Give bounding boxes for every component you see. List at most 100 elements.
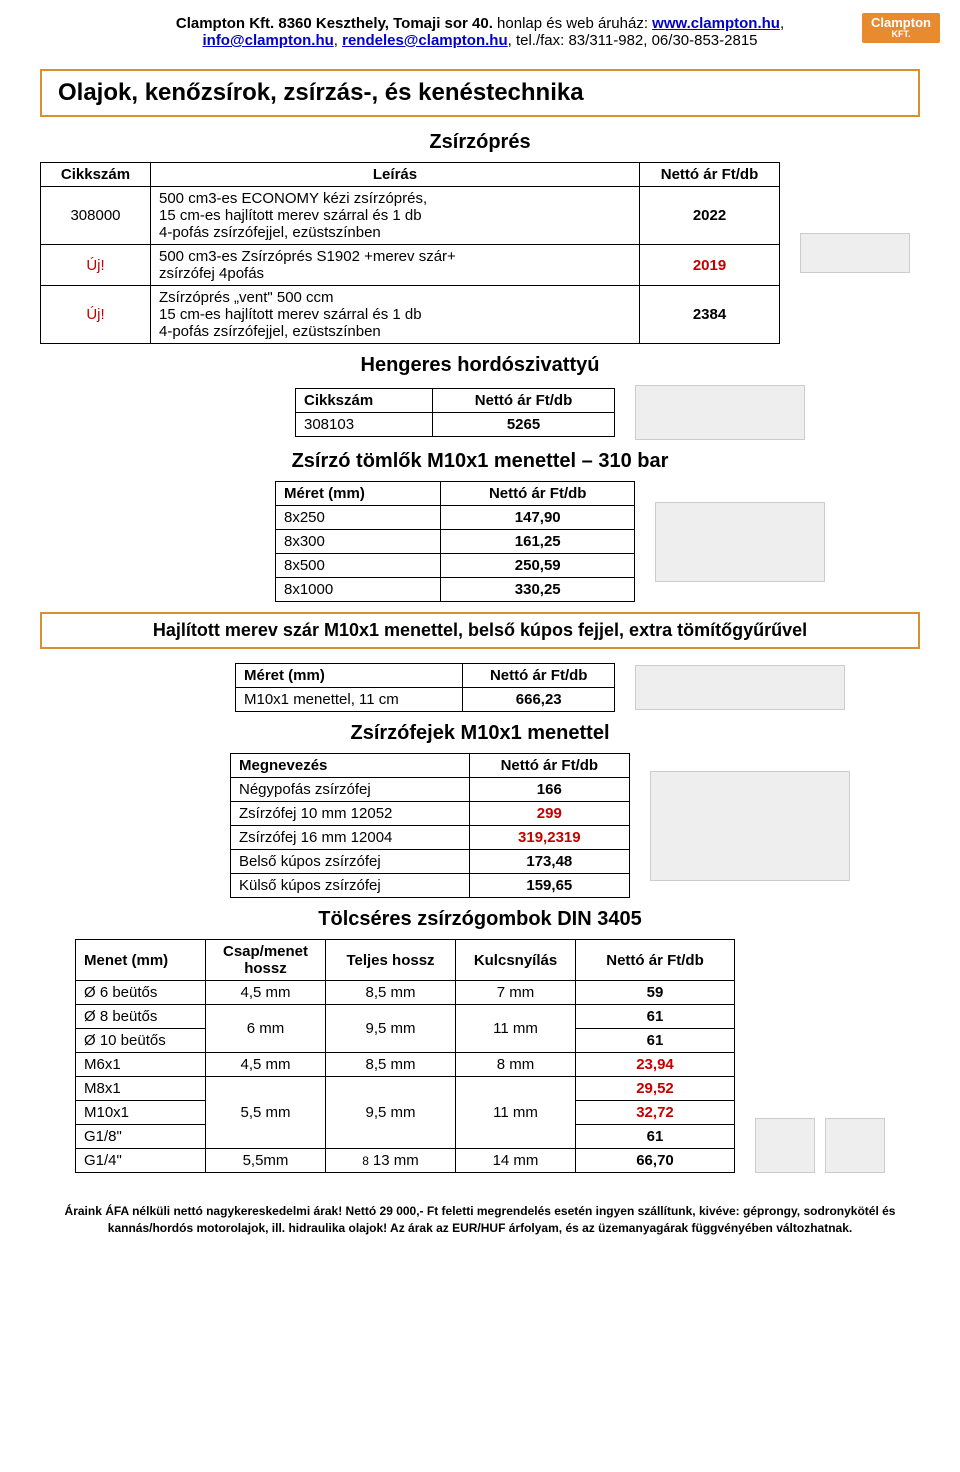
header-tel: , tel./fax: 83/311-982, 06/30-853-2815 [508,32,758,49]
table-row: Ø 6 beütős4,5 mm8,5 mm7 mm59 [76,981,735,1005]
cell-cikkszam: 308000 [41,187,151,245]
zsirzofejek-h1: Megnevezés [231,754,470,778]
cell-kulcs: 11 mm [456,1077,576,1149]
cell-price: 147,90 [441,506,635,530]
hajlitott-h2: Nettó ár Ft/db [463,664,615,688]
table-row: Belső kúpos zsírzófej173,48 [231,850,630,874]
tomlok-h1: Méret (mm) [276,482,441,506]
header-email2[interactable]: rendeles@clampton.hu [342,32,508,49]
tolcseres-h2: Csap/menet hossz [206,940,326,981]
footer-line1: Áraink ÁFA nélküli nettó nagykereskedelm… [40,1203,920,1220]
tolcseres-block: Menet (mm) Csap/menet hossz Teljes hossz… [40,939,920,1173]
zsirzofejek-h2: Nettó ár Ft/db [469,754,629,778]
footer-line2: kannás/hordós motorolajok, ill. hidrauli… [40,1220,920,1237]
header-email1[interactable]: info@clampton.hu [202,32,333,49]
cell-price: 250,59 [441,554,635,578]
cell-teljes: 9,5 mm [326,1077,456,1149]
cell-name: 8x500 [276,554,441,578]
cell-price: 330,25 [441,578,635,602]
zsirzopres-image [800,233,910,273]
cell-price: 319,2319 [469,826,629,850]
table-row: 8x300161,25 [276,530,635,554]
table-row: Külső kúpos zsírzófej159,65 [231,874,630,898]
tolcseres-h1: Menet (mm) [76,940,206,981]
cell-price: 161,25 [441,530,635,554]
tolcseres-image1 [755,1118,815,1173]
hordoszivattyu-table: Cikkszám Nettó ár Ft/db 3081035265 [295,388,615,437]
tolcseres-images [755,1118,885,1173]
header-web-label: honlap és web áruház: [493,15,652,32]
table-row: Zsírzófej 10 mm 12052299 [231,802,630,826]
tomlok-image [655,502,825,582]
tolcseres-h5: Nettó ár Ft/db [576,940,735,981]
tomlok-table: Méret (mm) Nettó ár Ft/db 8x250147,908x3… [275,481,635,602]
cell-kulcs: 7 mm [456,981,576,1005]
cell-price: 61 [576,1125,735,1149]
cell-cikkszam: Új! [41,245,151,286]
cell-name: Külső kúpos zsírzófej [231,874,470,898]
cell-price: 5265 [433,413,615,437]
tolcseres-title: Tölcséres zsírzógombok DIN 3405 [40,908,920,931]
cell-cikkszam: Új! [41,286,151,344]
zsirzopres-title: Zsírzóprés [40,131,920,154]
cell-teljes: 9,5 mm [326,1005,456,1053]
cell-price: 23,94 [576,1053,735,1077]
tomlok-h2: Nettó ár Ft/db [441,482,635,506]
cell-name: M10x1 menettel, 11 cm [236,688,463,712]
cell-menet: Ø 6 beütős [76,981,206,1005]
cell-price: 2022 [640,187,780,245]
table-row: Új!Zsírzóprés „vent" 500 ccm 15 cm-es ha… [41,286,780,344]
cell-kulcs: 14 mm [456,1149,576,1173]
page-header: Clampton Kft. 8360 Keszthely, Tomaji sor… [40,10,920,59]
tomlok-block: Méret (mm) Nettó ár Ft/db 8x250147,908x3… [40,481,920,602]
cell-csap: 4,5 mm [206,981,326,1005]
cell-csap: 5,5 mm [206,1077,326,1149]
cell-name: Belső kúpos zsírzófej [231,850,470,874]
table-row: 8x500250,59 [276,554,635,578]
cell-teljes: 8,5 mm [326,1053,456,1077]
zsirzopres-h3: Nettó ár Ft/db [640,163,780,187]
header-link-web[interactable]: www.clampton.hu [652,15,780,32]
cell-menet: M8x1 [76,1077,206,1101]
logo-text: Clampton [871,16,931,30]
logo-sub: KFT. [892,30,911,39]
hajlitott-title: Hajlított merev szár M10x1 menettel, bel… [40,612,920,649]
table-row: G1/4"5,5mm813 mm14 mm66,70 [76,1149,735,1173]
cell-name: Négypofás zsírzófej [231,778,470,802]
hajlitott-image [635,665,845,710]
cell-price: 2384 [640,286,780,344]
main-title-text: Olajok, kenőzsírok, zsírzás-, és kenéste… [58,79,584,106]
cell-csap: 4,5 mm [206,1053,326,1077]
cell-price: 666,23 [463,688,615,712]
table-row: 308000500 cm3-es ECONOMY kézi zsírzóprés… [41,187,780,245]
cell-price: 173,48 [469,850,629,874]
table-row: Négypofás zsírzófej166 [231,778,630,802]
cell-leiras: 500 cm3-es ECONOMY kézi zsírzóprés, 15 c… [151,187,640,245]
page-footer: Áraink ÁFA nélküli nettó nagykereskedelm… [40,1203,920,1237]
hajlitott-h1: Méret (mm) [236,664,463,688]
cell-name: Zsírzófej 16 mm 12004 [231,826,470,850]
zsirzofejek-block: Megnevezés Nettó ár Ft/db Négypofás zsír… [40,753,920,898]
cell-csap: 5,5mm [206,1149,326,1173]
table-row: M6x14,5 mm8,5 mm8 mm23,94 [76,1053,735,1077]
tomlok-title: Zsírzó tömlők M10x1 menettel – 310 bar [40,450,920,473]
hordo-h2: Nettó ár Ft/db [433,389,615,413]
hajlitott-table: Méret (mm) Nettó ár Ft/db M10x1 menettel… [235,663,615,712]
zsirzofejek-table: Megnevezés Nettó ár Ft/db Négypofás zsír… [230,753,630,898]
cell-csap: 6 mm [206,1005,326,1053]
cell-price: 29,52 [576,1077,735,1101]
table-row: M8x15,5 mm9,5 mm11 mm29,52 [76,1077,735,1101]
company-name: Clampton Kft. 8360 Keszthely, Tomaji sor… [176,15,493,32]
table-row: Új!500 cm3-es Zsírzóprés S1902 +merev sz… [41,245,780,286]
cell-teljes: 8,5 mm [326,981,456,1005]
zsirzopres-block: Cikkszám Leírás Nettó ár Ft/db 308000500… [40,162,920,344]
table-row: 8x250147,90 [276,506,635,530]
table-row: M10x1 menettel, 11 cm666,23 [236,688,615,712]
cell-price: 32,72 [576,1101,735,1125]
cell-price: 61 [576,1029,735,1053]
cell-kulcs: 11 mm [456,1005,576,1053]
hordoszivattyu-image [635,385,805,440]
cell-price: 61 [576,1005,735,1029]
cell-kulcs: 8 mm [456,1053,576,1077]
header-line2: info@clampton.hu, rendeles@clampton.hu, … [40,32,920,49]
